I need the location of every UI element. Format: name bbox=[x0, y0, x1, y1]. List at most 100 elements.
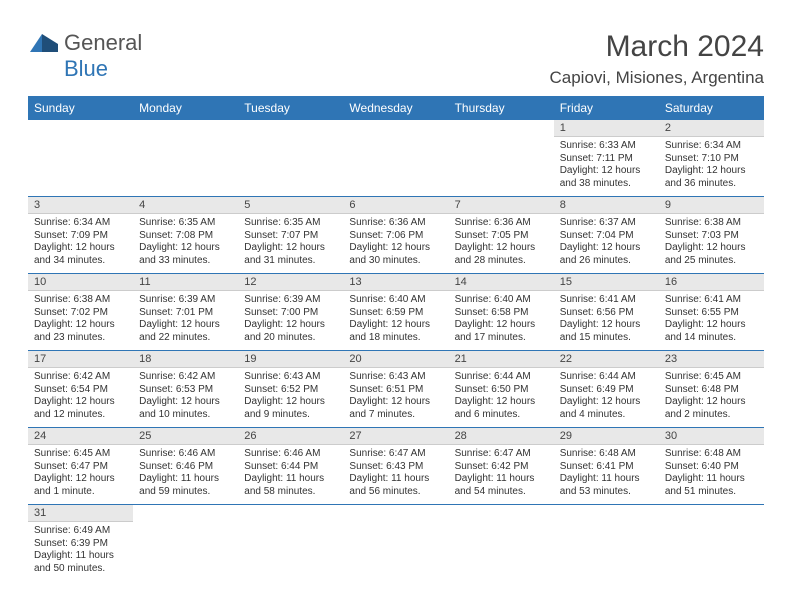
title-block: March 2024 Capiovi, Misiones, Argentina bbox=[549, 30, 764, 88]
calendar-row: 1Sunrise: 6:33 AMSunset: 7:11 PMDaylight… bbox=[28, 120, 764, 197]
cell-line-sunrise: Sunrise: 6:39 AM bbox=[139, 294, 232, 307]
day-number: 6 bbox=[343, 197, 448, 214]
calendar-row: 10Sunrise: 6:38 AMSunset: 7:02 PMDayligh… bbox=[28, 274, 764, 351]
cell-body: Sunrise: 6:44 AMSunset: 6:50 PMDaylight:… bbox=[449, 368, 554, 427]
cell-body-empty bbox=[238, 521, 343, 577]
calendar-cell bbox=[133, 120, 238, 197]
cell-body: Sunrise: 6:39 AMSunset: 7:01 PMDaylight:… bbox=[133, 291, 238, 350]
day-header: Wednesday bbox=[343, 96, 448, 120]
cell-line-daylight_a: Daylight: 12 hours bbox=[665, 242, 758, 255]
cell-line-daylight_a: Daylight: 12 hours bbox=[560, 319, 653, 332]
day-number: 13 bbox=[343, 274, 448, 291]
cell-line-daylight_a: Daylight: 12 hours bbox=[34, 319, 127, 332]
cell-line-daylight_b: and 30 minutes. bbox=[349, 255, 442, 268]
day-number: 22 bbox=[554, 351, 659, 368]
cell-body: Sunrise: 6:47 AMSunset: 6:43 PMDaylight:… bbox=[343, 445, 448, 504]
page-title: March 2024 bbox=[549, 30, 764, 64]
day-number: 25 bbox=[133, 428, 238, 445]
daynum-empty bbox=[238, 120, 343, 136]
day-number: 30 bbox=[659, 428, 764, 445]
cell-body-empty bbox=[28, 136, 133, 192]
cell-line-sunset: Sunset: 7:02 PM bbox=[34, 307, 127, 320]
cell-line-daylight_b: and 25 minutes. bbox=[665, 255, 758, 268]
cell-body: Sunrise: 6:38 AMSunset: 7:03 PMDaylight:… bbox=[659, 214, 764, 273]
cell-line-daylight_b: and 34 minutes. bbox=[34, 255, 127, 268]
day-header-row: SundayMondayTuesdayWednesdayThursdayFrid… bbox=[28, 96, 764, 120]
cell-line-daylight_a: Daylight: 12 hours bbox=[349, 242, 442, 255]
cell-line-sunrise: Sunrise: 6:33 AM bbox=[560, 140, 653, 153]
cell-body: Sunrise: 6:46 AMSunset: 6:44 PMDaylight:… bbox=[238, 445, 343, 504]
cell-body: Sunrise: 6:40 AMSunset: 6:59 PMDaylight:… bbox=[343, 291, 448, 350]
cell-body-empty bbox=[133, 521, 238, 577]
day-header: Thursday bbox=[449, 96, 554, 120]
calendar-cell: 10Sunrise: 6:38 AMSunset: 7:02 PMDayligh… bbox=[28, 274, 133, 351]
daynum-empty bbox=[343, 120, 448, 136]
calendar-cell bbox=[343, 505, 448, 582]
cell-body: Sunrise: 6:43 AMSunset: 6:51 PMDaylight:… bbox=[343, 368, 448, 427]
calendar-cell: 8Sunrise: 6:37 AMSunset: 7:04 PMDaylight… bbox=[554, 197, 659, 274]
cell-body-empty bbox=[449, 521, 554, 577]
cell-line-sunrise: Sunrise: 6:35 AM bbox=[244, 217, 337, 230]
cell-body: Sunrise: 6:42 AMSunset: 6:54 PMDaylight:… bbox=[28, 368, 133, 427]
cell-body: Sunrise: 6:47 AMSunset: 6:42 PMDaylight:… bbox=[449, 445, 554, 504]
cell-line-sunset: Sunset: 6:43 PM bbox=[349, 461, 442, 474]
header: General Blue March 2024 Capiovi, Misione… bbox=[28, 30, 764, 88]
cell-body: Sunrise: 6:39 AMSunset: 7:00 PMDaylight:… bbox=[238, 291, 343, 350]
cell-line-daylight_b: and 22 minutes. bbox=[139, 332, 232, 345]
cell-line-daylight_b: and 9 minutes. bbox=[244, 409, 337, 422]
calendar-cell bbox=[554, 505, 659, 582]
calendar-cell: 14Sunrise: 6:40 AMSunset: 6:58 PMDayligh… bbox=[449, 274, 554, 351]
calendar-cell: 5Sunrise: 6:35 AMSunset: 7:07 PMDaylight… bbox=[238, 197, 343, 274]
day-number: 5 bbox=[238, 197, 343, 214]
cell-line-sunrise: Sunrise: 6:39 AM bbox=[244, 294, 337, 307]
calendar-cell: 24Sunrise: 6:45 AMSunset: 6:47 PMDayligh… bbox=[28, 428, 133, 505]
logo-text-b: Blue bbox=[64, 56, 108, 81]
calendar-cell: 31Sunrise: 6:49 AMSunset: 6:39 PMDayligh… bbox=[28, 505, 133, 582]
calendar-cell: 29Sunrise: 6:48 AMSunset: 6:41 PMDayligh… bbox=[554, 428, 659, 505]
calendar-body: 1 Sunrise: 6:33 AMSunset: 7:11 PM Daylight… bbox=[28, 120, 764, 581]
cell-line-sunset: Sunset: 7:01 PM bbox=[139, 307, 232, 320]
cell-line-sunset: Sunset: 7:07 PM bbox=[244, 230, 337, 243]
cell-body: Sunrise: 6:41 AMSunset: 6:55 PMDaylight:… bbox=[659, 291, 764, 350]
cell-line-daylight_a: Daylight: 12 hours bbox=[139, 242, 232, 255]
calendar-cell bbox=[343, 120, 448, 197]
cell-line-daylight_b: and 54 minutes. bbox=[455, 486, 548, 499]
cell-line-daylight_a: Daylight: 11 hours bbox=[455, 473, 548, 486]
calendar-cell: 9Sunrise: 6:38 AMSunset: 7:03 PMDaylight… bbox=[659, 197, 764, 274]
cell-line-sunrise: Sunrise: 6:38 AM bbox=[665, 217, 758, 230]
day-number: 1 bbox=[554, 120, 659, 137]
cell-line-sunset: Sunset: 6:54 PM bbox=[34, 384, 127, 397]
calendar-row: 24Sunrise: 6:45 AMSunset: 6:47 PMDayligh… bbox=[28, 428, 764, 505]
calendar-cell bbox=[238, 505, 343, 582]
day-number: 12 bbox=[238, 274, 343, 291]
cell-line-sunset: Sunset: 6:42 PM bbox=[455, 461, 548, 474]
day-number: 26 bbox=[238, 428, 343, 445]
cell-line-sunrise: Sunrise: 6:46 AM bbox=[244, 448, 337, 461]
cell-line-sunset: Sunset: 6:40 PM bbox=[665, 461, 758, 474]
cell-line-sunset: Sunset: 6:49 PM bbox=[560, 384, 653, 397]
cell-line-sunrise: Sunrise: 6:49 AM bbox=[34, 525, 127, 538]
calendar-cell: 23Sunrise: 6:45 AMSunset: 6:48 PMDayligh… bbox=[659, 351, 764, 428]
cell-line-daylight_b: and 51 minutes. bbox=[665, 486, 758, 499]
cell-line-daylight_a: Daylight: 12 hours bbox=[34, 396, 127, 409]
cell-line-sunrise: Sunrise: 6:35 AM bbox=[139, 217, 232, 230]
cell-body-empty bbox=[449, 136, 554, 192]
day-number: 19 bbox=[238, 351, 343, 368]
cell-line-sunset: Sunset: 6:47 PM bbox=[34, 461, 127, 474]
cell-line-sunset: Sunset: 7:08 PM bbox=[139, 230, 232, 243]
cell-line-daylight_a: Daylight: 11 hours bbox=[244, 473, 337, 486]
calendar-cell: 28Sunrise: 6:47 AMSunset: 6:42 PMDayligh… bbox=[449, 428, 554, 505]
cell-body: Sunrise: 6:43 AMSunset: 6:52 PMDaylight:… bbox=[238, 368, 343, 427]
day-number: 10 bbox=[28, 274, 133, 291]
cell-line-sunrise: Sunrise: 6:40 AM bbox=[349, 294, 442, 307]
cell-body: Sunrise: 6:49 AMSunset: 6:39 PMDaylight:… bbox=[28, 522, 133, 581]
cell-line-daylight_b: and 33 minutes. bbox=[139, 255, 232, 268]
cell-line-daylight_a: Daylight: 12 hours bbox=[349, 396, 442, 409]
calendar-cell: 7Sunrise: 6:36 AMSunset: 7:05 PMDaylight… bbox=[449, 197, 554, 274]
cell-line-sunset: Sunset: 7:11 PM bbox=[560, 153, 653, 166]
logo-icon bbox=[28, 30, 62, 58]
cell-line-daylight_b: and 4 minutes. bbox=[560, 409, 653, 422]
day-number: 29 bbox=[554, 428, 659, 445]
daynum-empty bbox=[554, 505, 659, 521]
cell-line-daylight_b: and 53 minutes. bbox=[560, 486, 653, 499]
